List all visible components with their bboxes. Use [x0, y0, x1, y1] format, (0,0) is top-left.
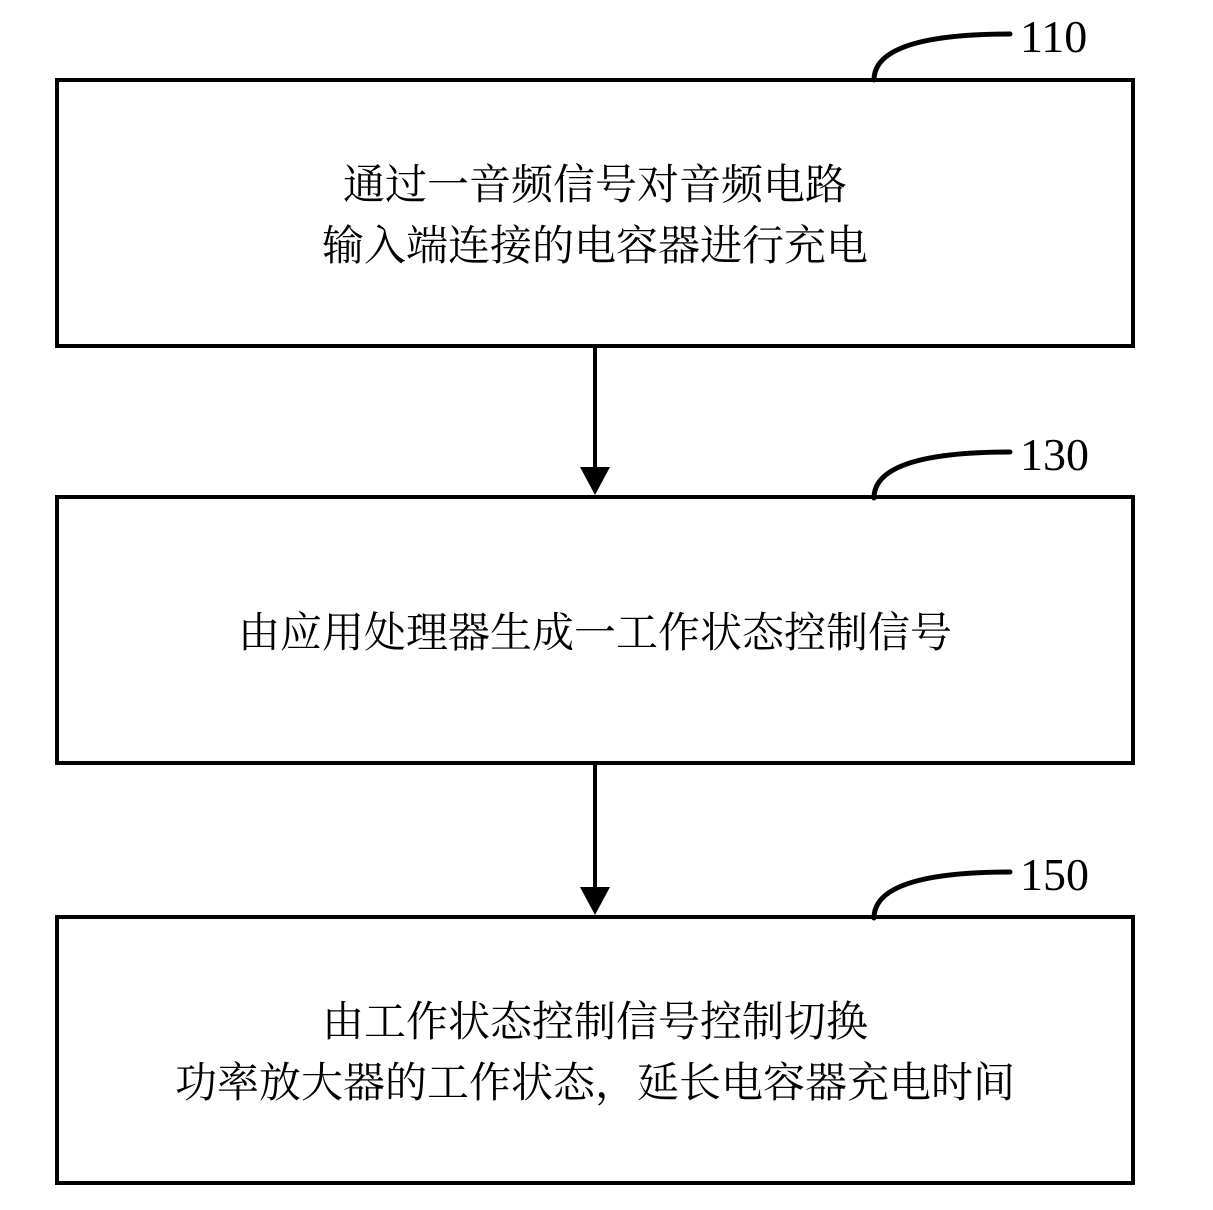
step-150-box: 由工作状态控制信号控制切换功率放大器的工作状态，延长电容器充电时间	[55, 915, 1135, 1185]
arrow-0-line	[593, 348, 597, 467]
step-150-label: 150	[1020, 848, 1089, 901]
step-110-callout	[870, 30, 1020, 90]
step-110-line: 输入端连接的电容器进行充电	[322, 213, 868, 274]
step-110-box: 通过一音频信号对音频电路输入端连接的电容器进行充电	[55, 78, 1135, 348]
step-110-label: 110	[1020, 10, 1087, 63]
step-150-line: 功率放大器的工作状态，延长电容器充电时间	[175, 1050, 1015, 1111]
arrow-1-line	[593, 765, 597, 887]
flowchart-canvas: 通过一音频信号对音频电路输入端连接的电容器进行充电 110 由应用处理器生成一工作状…	[0, 0, 1213, 1210]
step-110-line: 通过一音频信号对音频电路	[343, 152, 847, 213]
step-150-callout	[870, 868, 1020, 928]
step-150-line: 由工作状态控制信号控制切换	[322, 989, 868, 1050]
step-130-line: 由应用处理器生成一工作状态控制信号	[238, 600, 952, 661]
step-130-box: 由应用处理器生成一工作状态控制信号	[55, 495, 1135, 765]
step-130-callout	[870, 448, 1020, 508]
arrow-1-head	[580, 887, 610, 915]
arrow-0-head	[580, 467, 610, 495]
step-130-label: 130	[1020, 428, 1089, 481]
